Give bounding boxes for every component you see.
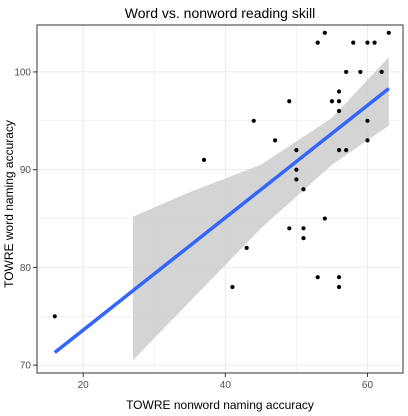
data-point <box>386 30 391 35</box>
data-point <box>336 89 342 94</box>
confidence-band <box>132 57 389 361</box>
data-point <box>336 148 342 153</box>
data-point <box>294 177 299 182</box>
plot-panel <box>36 24 404 374</box>
data-point <box>251 118 256 123</box>
regression-line-path <box>53 87 390 354</box>
data-point <box>294 167 299 172</box>
data-point <box>344 148 349 153</box>
confidence-band-area <box>132 57 389 361</box>
data-point <box>365 118 370 123</box>
data-point <box>294 148 299 153</box>
data-point <box>52 314 57 319</box>
x-tick-label: 20 <box>78 380 90 391</box>
y-axis-title: TOWRE word naming accuracy <box>2 120 16 288</box>
data-point <box>336 99 342 104</box>
y-tick-label: 100 <box>14 67 31 78</box>
data-point <box>351 40 356 45</box>
data-point <box>336 284 342 290</box>
y-tick-label: 80 <box>20 263 32 274</box>
y-tick-label: 90 <box>20 165 32 176</box>
regression-line <box>53 87 390 354</box>
data-point <box>336 108 342 114</box>
data-point <box>315 40 320 45</box>
data-point <box>301 226 306 231</box>
data-points <box>52 30 391 319</box>
plot-panel-border <box>36 24 404 374</box>
data-point <box>272 138 278 143</box>
data-point <box>315 275 320 280</box>
data-point <box>379 69 384 75</box>
y-tick-label: 70 <box>20 361 32 372</box>
x-axis-ticks: 20 40 60 <box>78 373 374 391</box>
data-point <box>301 187 306 192</box>
data-point <box>329 99 335 104</box>
data-point <box>372 40 377 45</box>
data-point <box>365 40 370 45</box>
data-point <box>322 216 327 221</box>
data-point <box>287 99 292 104</box>
data-point <box>358 69 363 75</box>
x-axis-title: TOWRE nonword naming accuracy <box>126 398 314 412</box>
data-point <box>301 236 306 241</box>
chart-title: Word vs. nonword reading skill <box>125 5 315 21</box>
data-point <box>322 30 327 35</box>
x-tick-label: 40 <box>220 380 232 391</box>
data-point <box>230 284 235 290</box>
data-point <box>287 226 292 231</box>
data-point <box>244 245 249 250</box>
data-point <box>365 138 370 143</box>
data-point <box>201 157 207 162</box>
data-point <box>336 275 342 280</box>
data-point <box>344 69 349 75</box>
x-tick-label: 60 <box>362 380 374 391</box>
y-axis-ticks: 70 80 90 100 <box>14 67 37 372</box>
